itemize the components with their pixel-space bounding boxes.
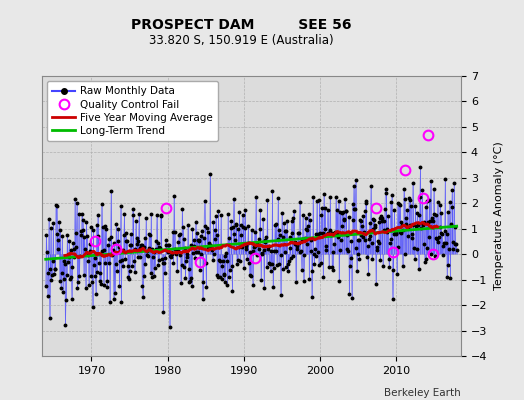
Text: PROSPECT DAM         SEE 56: PROSPECT DAM SEE 56 (131, 18, 351, 32)
Legend: Raw Monthly Data, Quality Control Fail, Five Year Moving Average, Long-Term Tren: Raw Monthly Data, Quality Control Fail, … (47, 81, 219, 141)
Text: 33.820 S, 150.919 E (Australia): 33.820 S, 150.919 E (Australia) (149, 34, 333, 47)
Y-axis label: Temperature Anomaly (°C): Temperature Anomaly (°C) (494, 142, 504, 290)
Text: Berkeley Earth: Berkeley Earth (385, 388, 461, 398)
